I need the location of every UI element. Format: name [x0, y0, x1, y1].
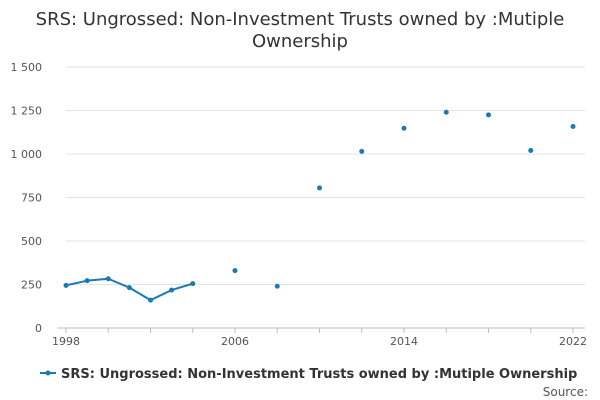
- x-tick-label: 2022: [559, 335, 587, 348]
- legend[interactable]: SRS: Ungrossed: Non-Investment Trusts ow…: [40, 367, 577, 382]
- legend-point-marker: [45, 370, 51, 376]
- chart-title-line-2: Ownership: [252, 31, 348, 52]
- series-plot: [63, 109, 576, 303]
- series-line-segment: [107, 277, 130, 289]
- y-axis-tick-labels: 0 250 500 750 1 000 1 250 1 500: [11, 61, 43, 335]
- data-point[interactable]: [63, 282, 69, 288]
- y-tick-label: 250: [21, 279, 42, 292]
- source-label: Source:: [543, 385, 588, 399]
- y-tick-label: 1 000: [11, 148, 43, 161]
- data-point[interactable]: [570, 124, 576, 130]
- chart-title-line-1: SRS: Ungrossed: Non-Investment Trusts ow…: [36, 9, 565, 30]
- data-point[interactable]: [274, 283, 280, 289]
- data-point[interactable]: [105, 276, 111, 282]
- series-line-segment: [171, 282, 194, 292]
- y-tick-label: 0: [35, 322, 42, 335]
- x-tick-label: 2006: [221, 335, 249, 348]
- data-point[interactable]: [84, 278, 90, 284]
- data-point[interactable]: [148, 297, 153, 303]
- data-point[interactable]: [190, 281, 196, 287]
- x-tick-label: 2014: [390, 335, 418, 348]
- y-tick-label: 500: [21, 235, 42, 248]
- data-point[interactable]: [401, 125, 407, 131]
- x-tick-label: 1998: [52, 335, 80, 348]
- data-point[interactable]: [443, 109, 449, 115]
- data-point[interactable]: [126, 285, 132, 291]
- series-line-segment: [87, 277, 109, 282]
- gridlines: [66, 66, 585, 285]
- legend-label: SRS: Ungrossed: Non-Investment Trusts ow…: [61, 367, 577, 382]
- y-tick-label: 750: [21, 192, 42, 205]
- data-point[interactable]: [232, 268, 238, 274]
- series-line-segment: [150, 289, 173, 302]
- x-axis: 1998 2006 2014 2022: [52, 327, 587, 348]
- data-point[interactable]: [486, 112, 491, 118]
- y-tick-label: 1 250: [11, 105, 43, 118]
- series-line-segment: [128, 286, 152, 302]
- y-tick-label: 1 500: [11, 61, 43, 74]
- series-line-segment: [65, 279, 88, 287]
- data-point[interactable]: [528, 148, 534, 154]
- data-point[interactable]: [317, 185, 322, 191]
- data-point[interactable]: [359, 148, 365, 154]
- data-point[interactable]: [169, 287, 175, 293]
